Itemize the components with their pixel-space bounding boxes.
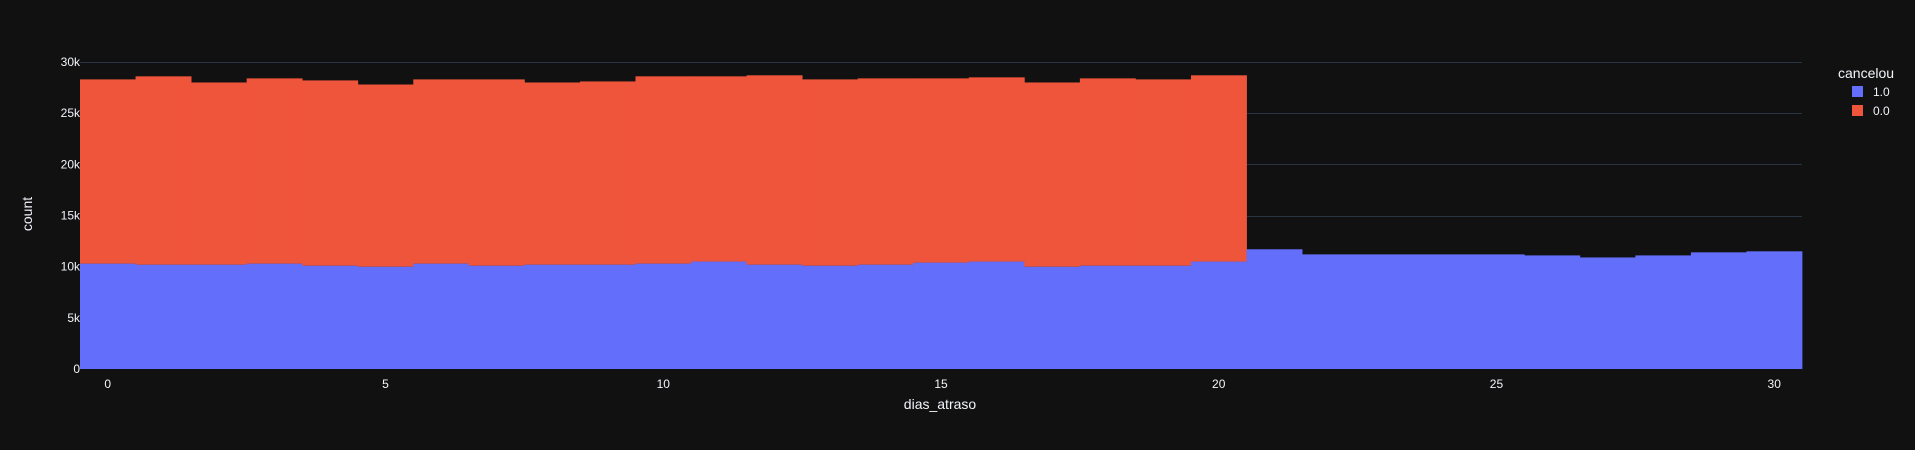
bar-cancelou-0-0-x20 bbox=[1191, 75, 1247, 261]
bar-cancelou-0-0-x2 bbox=[191, 82, 247, 264]
bar-cancelou-1-0-x1 bbox=[136, 265, 192, 369]
bar-cancelou-1-0-x3 bbox=[247, 264, 303, 369]
x-tick-label: 0 bbox=[104, 377, 111, 391]
bar-cancelou-1-0-x11 bbox=[691, 262, 747, 369]
y-tick-label: 25k bbox=[61, 106, 81, 120]
bar-cancelou-1-0-x4 bbox=[302, 266, 358, 369]
bar-cancelou-0-0-x13 bbox=[802, 79, 858, 265]
bar-cancelou-1-0-x30 bbox=[1746, 251, 1802, 369]
bar-cancelou-0-0-x6 bbox=[413, 79, 469, 263]
bar-cancelou-0-0-x19 bbox=[1135, 79, 1191, 265]
y-tick-label: 0 bbox=[73, 362, 80, 376]
bar-cancelou-1-0-x0 bbox=[80, 264, 136, 369]
bar-cancelou-0-0-x9 bbox=[580, 81, 636, 264]
y-axis-title: count bbox=[19, 197, 35, 231]
x-tick-label: 25 bbox=[1490, 377, 1504, 391]
bar-cancelou-1-0-x12 bbox=[747, 265, 803, 369]
legend-label: 0.0 bbox=[1873, 104, 1890, 118]
bar-cancelou-1-0-x6 bbox=[413, 264, 469, 369]
bar-cancelou-1-0-x13 bbox=[802, 266, 858, 369]
bar-cancelou-1-0-x26 bbox=[1524, 255, 1580, 369]
x-tick-label: 20 bbox=[1212, 377, 1226, 391]
bar-cancelou-1-0-x21 bbox=[1247, 249, 1303, 369]
bar-cancelou-1-0-x22 bbox=[1302, 254, 1358, 369]
y-tick-label: 15k bbox=[61, 209, 81, 223]
bar-cancelou-1-0-x8 bbox=[524, 265, 580, 369]
y-tick-label: 10k bbox=[61, 260, 81, 274]
bar-cancelou-0-0-x16 bbox=[969, 77, 1025, 261]
x-tick-label: 15 bbox=[934, 377, 948, 391]
bar-cancelou-1-0-x27 bbox=[1580, 257, 1636, 369]
x-axis-title: dias_atraso bbox=[904, 396, 977, 412]
bar-cancelou-0-0-x4 bbox=[302, 80, 358, 265]
x-tick-label: 30 bbox=[1768, 377, 1782, 391]
legend-swatch bbox=[1852, 86, 1863, 97]
bar-cancelou-1-0-x18 bbox=[1080, 266, 1136, 369]
bar-cancelou-1-0-x25 bbox=[1469, 254, 1525, 369]
bar-cancelou-1-0-x20 bbox=[1191, 262, 1247, 369]
bar-cancelou-1-0-x15 bbox=[913, 263, 969, 369]
bar-cancelou-0-0-x14 bbox=[858, 78, 914, 264]
bar-cancelou-0-0-x3 bbox=[247, 78, 303, 263]
bar-cancelou-1-0-x19 bbox=[1135, 266, 1191, 369]
bar-cancelou-0-0-x11 bbox=[691, 76, 747, 261]
bar-cancelou-1-0-x16 bbox=[969, 262, 1025, 369]
bar-cancelou-0-0-x12 bbox=[747, 75, 803, 264]
bar-cancelou-0-0-x8 bbox=[524, 82, 580, 264]
bar-cancelou-1-0-x5 bbox=[358, 267, 414, 369]
bar-cancelou-0-0-x1 bbox=[136, 76, 192, 264]
bar-cancelou-1-0-x17 bbox=[1024, 267, 1080, 369]
x-tick-label: 10 bbox=[657, 377, 671, 391]
bar-cancelou-1-0-x10 bbox=[635, 264, 691, 369]
y-tick-label: 20k bbox=[61, 157, 81, 171]
bar-cancelou-0-0-x7 bbox=[469, 79, 525, 265]
bar-cancelou-1-0-x2 bbox=[191, 265, 247, 369]
legend-label: 1.0 bbox=[1873, 85, 1890, 99]
bar-cancelou-0-0-x5 bbox=[358, 85, 414, 267]
y-tick-label: 30k bbox=[61, 55, 81, 69]
legend-swatch bbox=[1852, 105, 1863, 116]
x-tick-label: 5 bbox=[382, 377, 389, 391]
bar-cancelou-1-0-x24 bbox=[1413, 254, 1469, 369]
bar-cancelou-1-0-x7 bbox=[469, 266, 525, 369]
legend-title: cancelou bbox=[1838, 65, 1894, 81]
bar-cancelou-0-0-x17 bbox=[1024, 82, 1080, 266]
bar-cancelou-1-0-x23 bbox=[1358, 254, 1414, 369]
bar-cancelou-0-0-x15 bbox=[913, 78, 969, 262]
bar-cancelou-0-0-x18 bbox=[1080, 78, 1136, 265]
bar-cancelou-1-0-x9 bbox=[580, 265, 636, 369]
y-tick-label: 5k bbox=[67, 311, 81, 325]
bar-cancelou-0-0-x0 bbox=[80, 79, 136, 263]
bar-cancelou-1-0-x28 bbox=[1635, 255, 1691, 369]
bar-cancelou-0-0-x10 bbox=[635, 76, 691, 263]
bar-cancelou-1-0-x29 bbox=[1691, 252, 1747, 369]
bar-cancelou-1-0-x14 bbox=[858, 265, 914, 369]
